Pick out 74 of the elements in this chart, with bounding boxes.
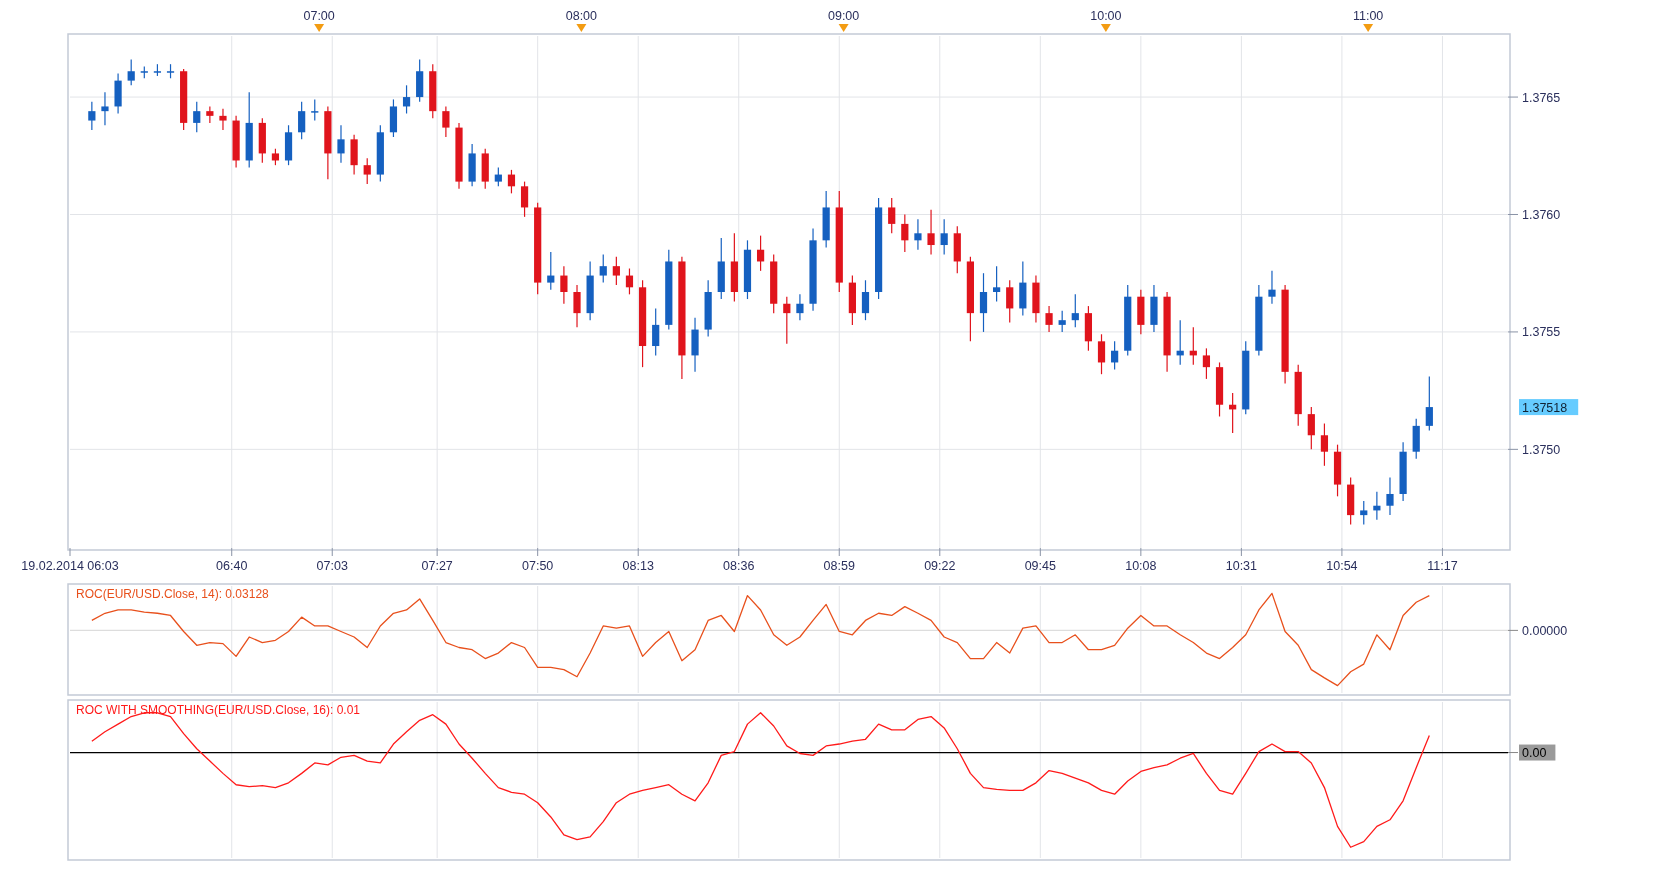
x2-tick-label: 09:00 [827,9,860,23]
x-tick-label: 10:54 [1326,559,1358,573]
x2-tick-label: 07:00 [303,9,335,23]
x-tick-label: 11:17 [1427,559,1458,573]
x-tick-label: 10:31 [1225,559,1258,573]
x-tick-label: 07:03 [316,559,348,573]
candlestick [625,267,634,295]
candlestick [402,84,411,115]
y-tick-label: 1.3750 [1522,442,1561,457]
candlestick [101,91,109,126]
candlestick [940,218,948,256]
x-tick-label: 08:36 [723,559,755,573]
candlestick [127,58,135,86]
candlestick [219,108,227,131]
candlestick [927,209,935,256]
chart-title: ROC(EUR/USD.Close, 14): 0.03128 [76,587,270,601]
candlestick [311,98,319,122]
candlestick [1320,422,1329,467]
candlestick [442,105,450,138]
candlestick [1058,310,1066,333]
candlestick [573,284,581,328]
candlestick [756,235,765,272]
candlestick [560,265,568,305]
candlestick [1045,305,1053,333]
y-tick-label: 1.3755 [1522,325,1561,340]
text: 1.37518 [1522,400,1568,415]
candlestick [1386,476,1394,516]
candlestick [547,251,555,291]
candlestick [1268,270,1276,305]
candlestick [979,272,988,333]
candlestick [298,101,306,140]
candlestick [783,296,791,345]
candlestick [861,279,870,321]
x2-tick-label: 08:00 [565,9,598,23]
candlestick [520,181,529,218]
x-tick-label: 19.02.2014 06:03 [21,559,119,573]
x-tick-label: 06:40 [216,559,248,573]
candlestick [599,253,607,284]
x-tick-label: 07:50 [522,559,554,573]
candlestick [796,293,804,321]
candlestick [914,218,922,251]
candlestick [901,213,909,253]
candlestick [888,197,896,234]
chart-title: ROC WITH SMOOTHING(EUR/USD.Close, 16): 0.01 [76,703,361,717]
x2-tick-label: 11:00 [1352,9,1384,23]
candlestick [1202,347,1211,380]
candlestick [612,256,620,286]
candlestick [1425,375,1433,432]
candlestick [1307,406,1315,450]
x-tick-label: 08:59 [823,559,855,573]
candlestick [993,265,1001,302]
candlestick [1097,333,1106,375]
ref-line-label: 0.00 [1522,746,1547,761]
x-tick-label: 10:08 [1125,559,1157,573]
candlestick [494,166,502,187]
x2-tick-label: 10:00 [1090,9,1122,23]
candlestick [206,105,214,124]
candlestick [1006,279,1014,324]
candlestick [1071,293,1079,328]
x-tick-label: 09:45 [1024,559,1057,573]
y-tick-label: 1.3765 [1522,90,1561,105]
candlestick [363,157,371,185]
x-tick-label: 08:13 [622,559,654,573]
x-tick-label: 09:22 [924,559,956,573]
candlestick [1111,340,1119,371]
y-tick-label: 1.3760 [1522,208,1561,222]
candlestick [507,169,516,194]
candlestick [88,101,96,131]
ref-line-label: 0.00000 [1522,623,1568,638]
candlestick [337,124,345,164]
candlestick [1360,500,1368,526]
candlestick [193,101,201,133]
x-tick-label: 07:27 [421,559,453,573]
candlestick [652,307,660,357]
